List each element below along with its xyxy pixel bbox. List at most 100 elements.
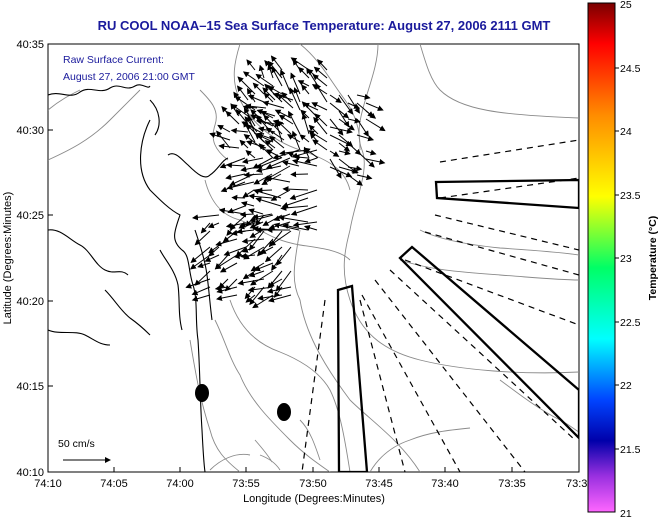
- scale-label: 50 cm/s: [58, 438, 95, 450]
- current-vector: [280, 69, 292, 95]
- current-vector: [240, 201, 255, 207]
- current-vector: [365, 118, 386, 132]
- current-vector: [306, 67, 319, 87]
- current-vector: [239, 139, 249, 149]
- current-vector: [225, 110, 240, 125]
- current-vector: [290, 57, 310, 71]
- current-vector: [290, 171, 309, 178]
- y-axis-ticks: [48, 129, 53, 387]
- current-vector: [279, 149, 309, 156]
- current-vector: [282, 223, 309, 231]
- current-vector: [347, 117, 361, 124]
- current-vector: [191, 286, 211, 296]
- current-vector: [282, 186, 309, 193]
- current-vector: [356, 150, 375, 168]
- current-vector: [275, 270, 292, 292]
- current-vector: [226, 181, 255, 191]
- colorbar-ticks: [615, 67, 619, 450]
- current-vector: [266, 286, 292, 294]
- current-vector: [256, 187, 273, 194]
- radar-coverage-boxes: [336, 178, 579, 472]
- current-vector: [241, 238, 265, 244]
- x-tick-label: 74:10: [34, 478, 62, 490]
- current-vector: [185, 278, 211, 289]
- current-vector: [347, 102, 361, 109]
- current-vector: [230, 127, 249, 134]
- current-vector: [255, 165, 282, 174]
- current-vector: [246, 59, 256, 71]
- current-vector: [262, 100, 285, 109]
- current-note-line2: August 27, 2006 21:00 GMT: [63, 71, 196, 83]
- current-vector: [356, 174, 373, 181]
- current-vector: [356, 118, 369, 137]
- current-vector: [252, 82, 265, 95]
- current-vector: [267, 86, 283, 95]
- current-vector: [208, 246, 220, 257]
- current-vector: [197, 262, 211, 269]
- current-vector: [252, 213, 273, 220]
- current-vector: [240, 253, 256, 259]
- current-vector: [356, 134, 375, 142]
- current-vector: [269, 230, 292, 246]
- current-vector: [264, 140, 276, 149]
- current-vector: [338, 118, 355, 131]
- current-vector: [347, 174, 363, 186]
- current-vector: [233, 91, 240, 101]
- current-vector: [231, 194, 246, 201]
- current-vector: [293, 87, 301, 103]
- current-vector: [291, 130, 301, 151]
- current-vector: [313, 116, 328, 135]
- current-vector: [276, 246, 292, 266]
- current-vector: [255, 197, 282, 207]
- current-vector: [216, 130, 231, 149]
- current-vector: [190, 246, 211, 264]
- current-vector: [277, 93, 294, 109]
- current-vector: [338, 94, 354, 115]
- current-vector: [255, 214, 265, 226]
- current-vector: [241, 157, 264, 165]
- current-vector: [214, 254, 238, 270]
- current-vector: [259, 246, 274, 254]
- current-vector: [329, 126, 353, 134]
- current-vector: [271, 254, 283, 271]
- current-vector: [249, 214, 274, 223]
- current-vector: [191, 294, 211, 302]
- colorbar-tick-label: 22.5: [620, 317, 641, 329]
- colorbar-tick-label: 21.5: [620, 444, 641, 456]
- current-vector: [238, 222, 256, 230]
- current-vector: [282, 160, 300, 167]
- current-vector: [329, 158, 342, 179]
- current-vector: [269, 135, 285, 149]
- current-vector: [254, 262, 274, 272]
- current-vector: [312, 139, 328, 151]
- x-tick-label: 74:00: [166, 478, 194, 490]
- y-tick-label: 40:35: [16, 39, 44, 51]
- current-vector: [225, 173, 246, 181]
- station-marker: [195, 384, 209, 402]
- current-vector: [243, 171, 264, 178]
- current-note-line1: Raw Surface Current:: [63, 54, 164, 66]
- coastline: [48, 84, 229, 472]
- colorbar-tick-label: 24: [620, 126, 632, 138]
- current-vector: [301, 113, 310, 135]
- current-vector: [258, 64, 265, 79]
- current-vector: [365, 158, 386, 165]
- current-vector: [280, 204, 309, 211]
- current-vector: [313, 66, 328, 79]
- current-vector: [299, 134, 310, 143]
- current-vector: [272, 119, 285, 126]
- current-vector: [303, 224, 318, 231]
- current-vector: [216, 286, 238, 294]
- current-vector: [218, 143, 240, 150]
- x-axis-ticks: [113, 467, 513, 472]
- current-vector: [271, 66, 283, 87]
- current-vector: [338, 166, 359, 174]
- plot-area: [47, 43, 580, 473]
- current-vector: [255, 118, 276, 125]
- current-vector: [229, 214, 247, 230]
- current-vector: [245, 294, 256, 303]
- current-vector: [329, 150, 340, 157]
- x-tick-label: 73:3: [566, 478, 587, 490]
- current-vector: [246, 140, 267, 149]
- current-vector: [289, 87, 301, 111]
